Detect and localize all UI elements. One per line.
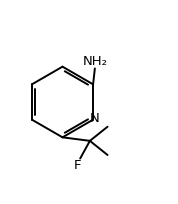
Text: NH₂: NH₂ [82,55,107,68]
Text: F: F [74,159,81,172]
Text: N: N [90,112,99,125]
